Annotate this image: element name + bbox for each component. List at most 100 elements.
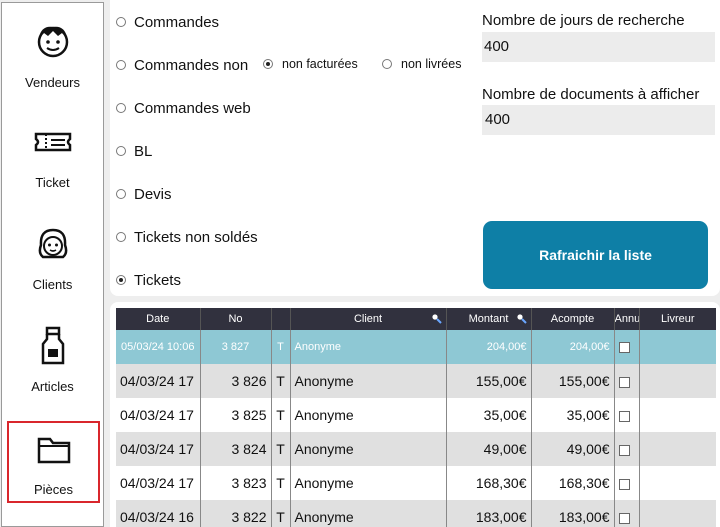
col-client[interactable]: Client [290,308,447,330]
sidebar-item-label: Clients [32,277,73,292]
radio-button[interactable] [116,189,126,199]
cell-type: T [271,398,291,432]
cell-annule [614,432,640,466]
table-row[interactable]: 04/03/24 17 3 826 T Anonyme 155,00€ 155,… [116,364,716,398]
cell-type: T [271,364,291,398]
radio-label: Devis [134,185,172,203]
col-no[interactable]: No [200,308,272,330]
cell-client: Anonyme [290,466,447,500]
cell-acompte: 204,00€ [531,330,615,364]
cell-acompte: 49,00€ [531,432,615,466]
cell-client: Anonyme [290,330,447,364]
sidebar-item-label: Pièces [33,482,74,497]
refresh-button[interactable]: Rafraichir la liste [483,221,708,289]
search-days-label: Nombre de jours de recherche [482,12,685,29]
sidebar-item-vendeurs[interactable]: Vendeurs [2,11,103,111]
radio-devis[interactable]: Devis [116,183,172,205]
ticket-icon [34,132,72,152]
radio-button[interactable] [116,232,126,242]
sidebar-item-articles[interactable]: Articles [2,317,103,417]
table-row[interactable]: 04/03/24 17 3 823 T Anonyme 168,30€ 168,… [116,466,716,500]
doc-count-input[interactable]: 400 [482,105,715,135]
table-row[interactable]: 05/03/24 10:06 3 827 T Anonyme 204,00€ 2… [116,330,716,364]
folder-icon [37,437,71,464]
radio-label: Tickets non soldés [134,228,258,246]
radio-button[interactable] [116,103,126,113]
radio-label: non livrées [401,57,462,71]
radio-label: BL [134,142,153,160]
radio-button[interactable] [263,59,273,69]
sidebar-item-label: Ticket [35,175,70,190]
checkbox-annule[interactable] [618,444,630,456]
col-annule[interactable]: Annu [614,308,640,330]
cell-livreur [639,432,716,466]
sidebar-item-pieces[interactable]: Pièces [7,421,100,503]
cell-client: Anonyme [290,432,447,466]
col-montant[interactable]: Montant [446,308,532,330]
radio-button[interactable] [116,275,126,285]
cell-livreur [639,398,716,432]
checkbox-annule[interactable] [618,512,630,524]
magnifier-icon[interactable] [516,313,527,324]
radio-button[interactable] [116,60,126,70]
cell-annule [614,364,640,398]
sidebar-item-label: Vendeurs [25,75,80,90]
cell-date: 04/03/24 17 [116,466,201,500]
cell-montant: 183,00€ [446,500,532,527]
magnifier-icon[interactable] [431,313,442,324]
doc-count-label: Nombre de documents à afficher [482,86,700,103]
checkbox-annule[interactable] [618,410,630,422]
radio-bl[interactable]: BL [116,140,152,162]
cell-annule [614,466,640,500]
radio-non-livrees[interactable]: non livrées [382,55,461,73]
cell-type: T [271,466,291,500]
sidebar: Vendeurs Ticket Clients [1,2,104,527]
radio-label: non facturées [282,57,358,71]
cell-no: 3 826 [200,364,272,398]
radio-label: Commandes non [134,56,249,74]
radio-button[interactable] [382,59,392,69]
cell-type: T [271,432,291,466]
cell-no: 3 822 [200,500,272,527]
cell-livreur [639,500,716,527]
radio-button[interactable] [116,17,126,27]
col-type[interactable] [271,308,291,330]
cell-acompte: 168,30€ [531,466,615,500]
radio-tickets[interactable]: Tickets [116,269,181,291]
cell-date: 04/03/24 17 [116,432,201,466]
radio-label: Tickets [134,271,181,289]
checkbox-annule[interactable] [618,341,630,353]
cell-montant: 155,00€ [446,364,532,398]
radio-commandes[interactable]: Commandes [116,11,219,33]
table-row[interactable]: 04/03/24 17 3 824 T Anonyme 49,00€ 49,00… [116,432,716,466]
cell-montant: 204,00€ [446,330,532,364]
cell-client: Anonyme [290,500,447,527]
cell-client: Anonyme [290,364,447,398]
col-livreur[interactable]: Livreur [639,308,716,330]
radio-button[interactable] [116,146,126,156]
cell-montant: 168,30€ [446,466,532,500]
radio-non-facturees[interactable]: non facturées [263,55,358,73]
cell-no: 3 824 [200,432,272,466]
filter-panel: Commandes Commandes non non facturées no… [110,0,720,296]
radio-tickets-non-soldes[interactable]: Tickets non soldés [116,226,258,248]
cell-livreur [639,466,716,500]
radio-commandes-web[interactable]: Commandes web [116,97,251,119]
table-row[interactable]: 04/03/24 17 3 825 T Anonyme 35,00€ 35,00… [116,398,716,432]
sidebar-item-label: Articles [31,379,74,394]
checkbox-annule[interactable] [618,376,630,388]
search-days-input[interactable]: 400 [482,32,715,62]
cell-no: 3 827 [200,330,272,364]
radio-label: Commandes [134,13,220,31]
cell-annule [614,500,640,527]
col-date[interactable]: Date [116,308,201,330]
sidebar-item-ticket[interactable]: Ticket [2,113,103,213]
checkbox-annule[interactable] [618,478,630,490]
table-row[interactable]: 04/03/24 16 3 822 T Anonyme 183,00€ 183,… [116,500,716,527]
cell-type: T [271,330,291,364]
radio-label: Commandes web [134,99,251,117]
cell-no: 3 823 [200,466,272,500]
col-acompte[interactable]: Acompte [531,308,615,330]
radio-commandes-non[interactable]: Commandes non [116,54,248,76]
sidebar-item-clients[interactable]: Clients [2,215,103,315]
